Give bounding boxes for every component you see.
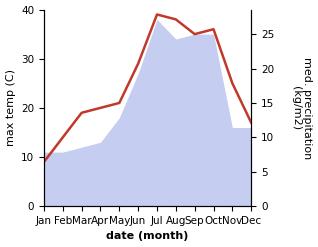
Y-axis label: med. precipitation
(kg/m2): med. precipitation (kg/m2): [291, 57, 313, 159]
Y-axis label: max temp (C): max temp (C): [5, 69, 16, 146]
X-axis label: date (month): date (month): [107, 231, 189, 242]
